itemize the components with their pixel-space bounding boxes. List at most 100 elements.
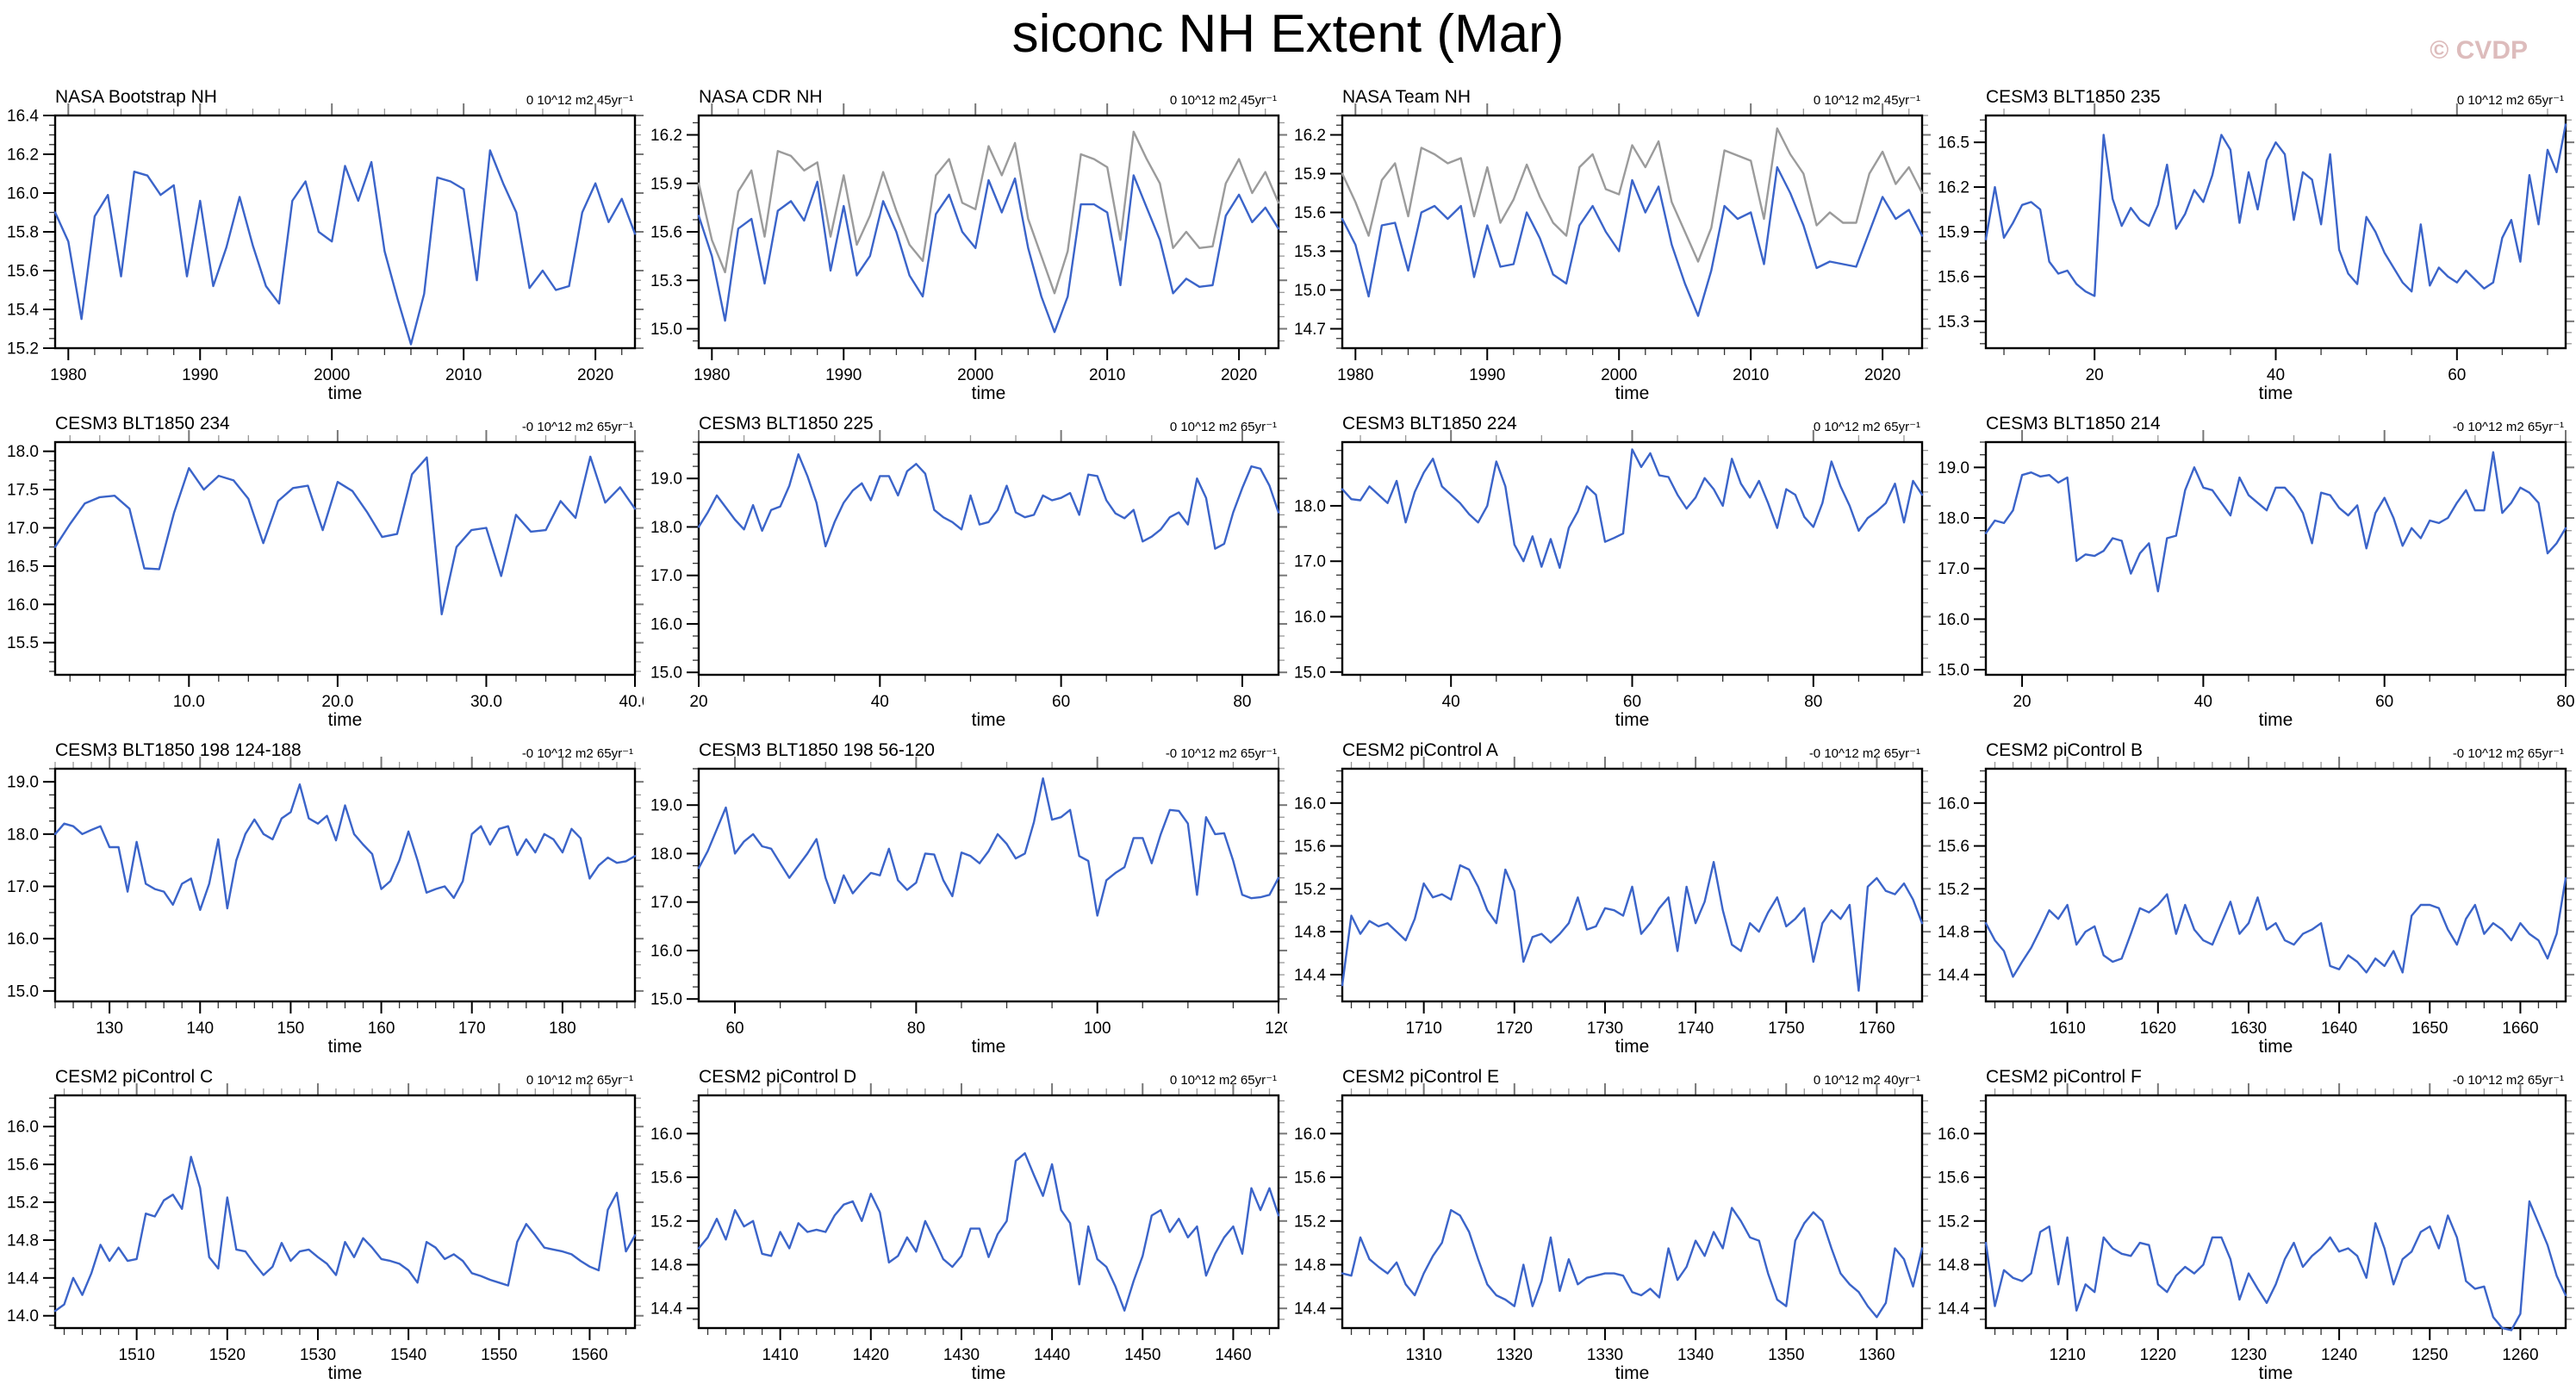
svg-text:15.6: 15.6 [1938, 1169, 1969, 1188]
x-axis-title: time [1615, 384, 1650, 403]
trend-annotation: -0 10^12 m2 65yr⁻¹ [2452, 1073, 2564, 1088]
line-plot: 15.0 16.0 17.0 18.0 19.0 20 40 60 80 [650, 430, 1287, 711]
svg-text:1640: 1640 [2321, 1020, 2357, 1038]
svg-text:16.5: 16.5 [1938, 134, 1969, 153]
x-axis-title: time [327, 384, 363, 403]
chart-title: CESM3 BLT1850 235 [1986, 87, 2161, 107]
trend-annotation: -0 10^12 m2 65yr⁻¹ [2452, 420, 2564, 434]
svg-text:16.0: 16.0 [7, 596, 39, 614]
chart-panel-cesm3-blt1850-198-56-120: CESM3 BLT1850 198 56-120 -0 10^12 m2 65y… [644, 739, 1287, 1066]
line-plot: 14.4 14.8 15.2 15.6 16.0 1710 1720 1730 1740 1750… [1294, 757, 1931, 1038]
chart-title: CESM3 BLT1850 198 124-188 [55, 740, 302, 760]
x-axis-title: time [1615, 1363, 1650, 1383]
svg-text:15.6: 15.6 [1938, 838, 1969, 856]
svg-text:1660: 1660 [2502, 1020, 2538, 1038]
chart-title: CESM2 piControl E [1342, 1067, 1500, 1087]
line-plot: 15.3 15.6 15.9 16.2 16.5 20 40 60 [1938, 103, 2574, 384]
svg-text:19.0: 19.0 [650, 797, 682, 815]
svg-text:17.0: 17.0 [650, 567, 682, 585]
svg-text:17.0: 17.0 [7, 520, 39, 538]
chart-panel-nasa-cdr-nh: NASA CDR NH 0 10^12 m2 45yr⁻¹ 15.0 15.3 15… [644, 86, 1287, 413]
chart-panel-nasa-team-nh: NASA Team NH 0 10^12 m2 45yr⁻¹ 14.7 15.0 1… [1287, 86, 1931, 413]
line-plot: 15.2 15.4 15.6 15.8 16.0 16.2 16.4 1980 1990 2000… [7, 103, 644, 384]
svg-text:1740: 1740 [1677, 1020, 1714, 1038]
svg-text:15.6: 15.6 [1938, 268, 1969, 286]
svg-text:140: 140 [186, 1020, 214, 1038]
svg-text:40: 40 [2194, 693, 2212, 711]
chart-panel-cesm2-picontrol-e: CESM2 piControl E 0 10^12 m2 40yr⁻¹ 14.4… [1287, 1066, 1931, 1393]
svg-text:160: 160 [368, 1020, 395, 1038]
x-axis-title: time [971, 710, 1006, 730]
svg-text:1650: 1650 [2411, 1020, 2448, 1038]
svg-text:14.4: 14.4 [7, 1269, 39, 1288]
x-axis-title: time [2258, 710, 2293, 730]
chart-panel-cesm3-blt1850-198-124-188: CESM3 BLT1850 198 124-188 -0 10^12 m2 65… [0, 739, 644, 1066]
chart-panel-cesm2-picontrol-b: CESM2 piControl B -0 10^12 m2 65yr⁻¹ 14.… [1931, 739, 2574, 1066]
chart-panel-cesm3-blt1850-235: CESM3 BLT1850 235 0 10^12 m2 65yr⁻¹ 15.3… [1931, 86, 2574, 413]
svg-text:60: 60 [2448, 366, 2466, 384]
svg-text:1360: 1360 [1858, 1346, 1895, 1364]
svg-text:1630: 1630 [2231, 1020, 2267, 1038]
svg-text:16.0: 16.0 [650, 615, 682, 633]
svg-text:15.2: 15.2 [1294, 881, 1326, 899]
svg-text:15.3: 15.3 [1938, 313, 1969, 331]
x-axis-title: time [1615, 710, 1650, 730]
svg-text:1980: 1980 [50, 366, 86, 384]
svg-text:15.0: 15.0 [1294, 282, 1326, 300]
chart-title: CESM3 BLT1850 224 [1342, 414, 1517, 433]
cvdp-watermark: © CVDP [2430, 36, 2528, 65]
x-axis-title: time [971, 1037, 1006, 1057]
svg-text:15.2: 15.2 [7, 340, 39, 359]
svg-text:130: 130 [96, 1020, 123, 1038]
svg-text:15.2: 15.2 [1938, 881, 1969, 899]
svg-text:1720: 1720 [1496, 1020, 1533, 1038]
svg-text:14.8: 14.8 [650, 1257, 682, 1275]
svg-text:80: 80 [2556, 693, 2574, 711]
svg-text:1330: 1330 [1587, 1346, 1623, 1364]
svg-text:15.0: 15.0 [650, 321, 682, 339]
svg-text:15.2: 15.2 [650, 1213, 682, 1231]
svg-text:15.0: 15.0 [1294, 664, 1326, 682]
svg-text:14.8: 14.8 [1294, 924, 1326, 942]
line-plot: 15.0 15.3 15.6 15.9 16.2 1980 1990 2000 2010 2020 [650, 103, 1287, 384]
svg-text:16.0: 16.0 [7, 1119, 39, 1137]
svg-text:14.7: 14.7 [1294, 321, 1326, 339]
svg-text:2010: 2010 [1089, 366, 1125, 384]
x-axis-title: time [327, 1037, 363, 1057]
svg-text:1430: 1430 [943, 1346, 980, 1364]
svg-text:18.0: 18.0 [650, 519, 682, 537]
svg-text:15.6: 15.6 [7, 263, 39, 281]
chart-panel-cesm2-picontrol-f: CESM2 piControl F -0 10^12 m2 65yr⁻¹ 14.… [1931, 1066, 2574, 1393]
chart-title: CESM2 piControl B [1986, 740, 2144, 760]
svg-text:1550: 1550 [481, 1346, 517, 1364]
svg-text:20: 20 [689, 693, 707, 711]
svg-text:1620: 1620 [2140, 1020, 2176, 1038]
svg-text:1510: 1510 [119, 1346, 155, 1364]
chart-title: CESM2 piControl F [1986, 1067, 2142, 1087]
svg-text:17.0: 17.0 [650, 894, 682, 912]
chart-title: CESM2 piControl D [699, 1067, 857, 1087]
svg-text:18.0: 18.0 [1294, 497, 1326, 515]
trend-annotation: -0 10^12 m2 65yr⁻¹ [2452, 746, 2564, 761]
svg-text:14.8: 14.8 [1938, 924, 1969, 942]
svg-text:80: 80 [1804, 693, 1822, 711]
svg-text:14.8: 14.8 [1294, 1257, 1326, 1275]
trend-annotation: 0 10^12 m2 65yr⁻¹ [1169, 420, 1277, 434]
svg-text:15.9: 15.9 [1294, 165, 1326, 184]
svg-text:1980: 1980 [1337, 366, 1373, 384]
line-plot: 15.0 16.0 17.0 18.0 40 60 80 [1294, 430, 1931, 711]
svg-text:100: 100 [1084, 1020, 1111, 1038]
svg-text:16.0: 16.0 [1938, 1126, 1969, 1144]
x-axis-title: time [971, 1363, 1006, 1383]
svg-text:16.2: 16.2 [1294, 127, 1326, 145]
svg-text:170: 170 [458, 1020, 486, 1038]
svg-text:60: 60 [1052, 693, 1070, 711]
svg-text:15.0: 15.0 [650, 991, 682, 1009]
svg-text:14.4: 14.4 [650, 1300, 682, 1319]
svg-text:15.2: 15.2 [7, 1194, 39, 1213]
trend-annotation: -0 10^12 m2 65yr⁻¹ [1165, 746, 1277, 761]
svg-text:15.3: 15.3 [650, 272, 682, 290]
svg-text:15.6: 15.6 [7, 1157, 39, 1175]
svg-text:1990: 1990 [825, 366, 862, 384]
svg-text:14.4: 14.4 [1938, 966, 1969, 984]
